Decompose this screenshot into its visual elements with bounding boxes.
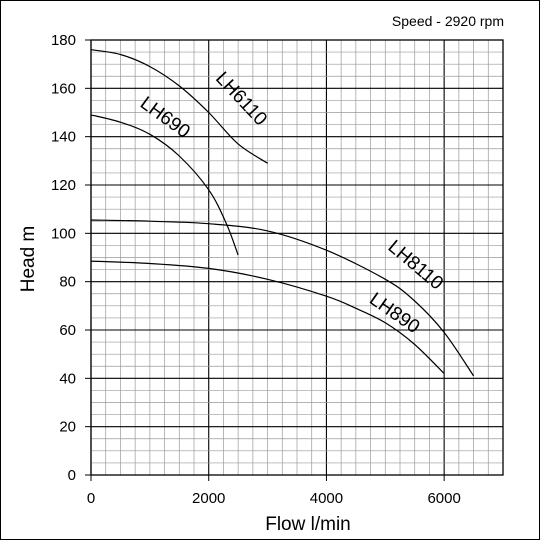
plot-area-border	[90, 39, 504, 476]
y-tick-label: 0	[68, 467, 76, 484]
series-line-lh8110	[90, 219, 475, 377]
y-tick-label: 20	[59, 419, 76, 436]
x-tick-label: 0	[87, 490, 95, 507]
y-tick-label: 60	[59, 322, 76, 339]
y-tick-label: 40	[59, 370, 76, 387]
x-tick-label: 4000	[310, 490, 343, 507]
y-tick-label: 180	[51, 32, 76, 49]
y-tick-label: 120	[51, 177, 76, 194]
y-tick-label: 140	[51, 129, 76, 146]
x-axis-label: Flow l/min	[265, 514, 351, 535]
x-tick-label: 2000	[192, 490, 225, 507]
tick-labels: 0 2000 4000 6000 0 20 40 60 80 100 120 140 160 180	[51, 32, 461, 507]
series-line-lh690	[90, 114, 239, 256]
y-axis-label: Head m	[18, 226, 39, 293]
y-tick-label: 80	[59, 274, 76, 291]
y-tick-label: 160	[51, 80, 76, 97]
y-tick-label: 100	[51, 225, 76, 242]
series-line-lh6110	[90, 49, 268, 164]
series-line-lh890	[90, 260, 445, 374]
speed-annotation: Speed - 2920 rpm	[392, 13, 504, 29]
series-lines	[90, 49, 475, 377]
x-tick-label: 6000	[427, 490, 460, 507]
series-label-lh6110: LH6110	[211, 68, 271, 130]
